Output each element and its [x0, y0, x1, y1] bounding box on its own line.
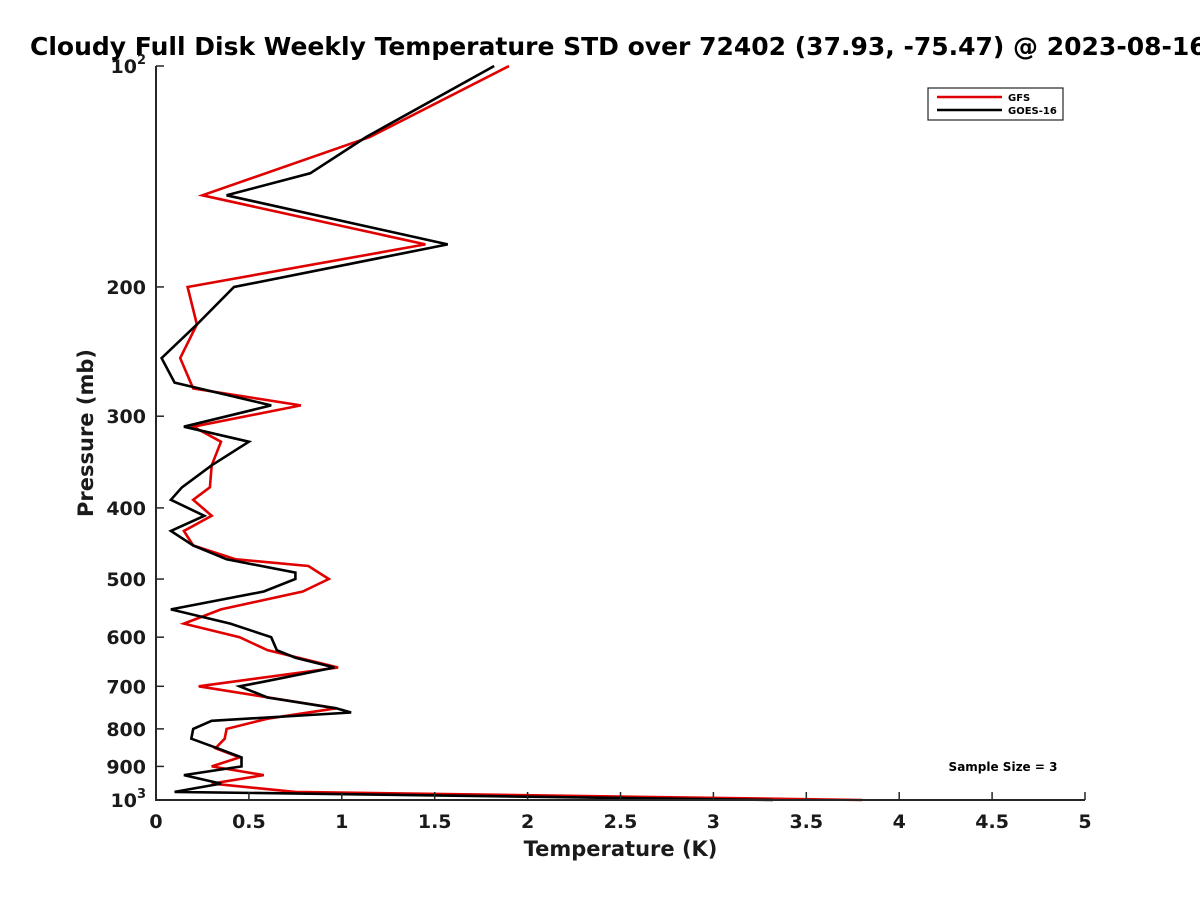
legend-label-gfs: GFS — [1008, 93, 1030, 104]
y-tick-label: 900 — [106, 756, 146, 778]
y-tick-label: 102 — [111, 53, 147, 78]
x-tick-label: 4 — [893, 811, 906, 833]
series-line-goes-16 — [159, 64, 773, 802]
x-axis-ticks: 0 0.5 1 1.5 2 2.5 3 3.5 4 4.5 5 — [149, 792, 1092, 833]
x-axis-label: Temperature (K) — [524, 837, 718, 861]
y-axis-label: Pressure (mb) — [74, 349, 98, 517]
sample-size-annotation: Sample Size = 3 — [949, 760, 1058, 774]
x-tick-label: 3.5 — [789, 811, 823, 833]
x-tick-label: 0.5 — [232, 811, 266, 833]
y-tick-label: 200 — [106, 277, 146, 299]
x-tick-label: 1 — [335, 811, 348, 833]
x-tick-label: 5 — [1078, 811, 1091, 833]
legend-box — [927, 87, 1064, 121]
x-tick-label: 0 — [149, 811, 162, 833]
axes-background — [156, 66, 1085, 799]
y-tick-label: 800 — [106, 719, 146, 741]
y-tick-label: 700 — [106, 676, 146, 698]
series-layer — [159, 64, 863, 802]
legend: GFS GOES-16 — [927, 87, 1064, 121]
x-tick-label: 2 — [521, 811, 534, 833]
y-tick-label: 400 — [106, 498, 146, 520]
series-line-gfs — [178, 64, 863, 802]
x-tick-label: 3 — [707, 811, 720, 833]
legend-label-goes16: GOES-16 — [1008, 106, 1057, 117]
x-tick-label: 4.5 — [975, 811, 1009, 833]
chart-title: Cloudy Full Disk Weekly Temperature STD … — [30, 32, 1200, 61]
y-tick-label: 600 — [106, 627, 146, 649]
y-tick-label: 103 — [111, 787, 147, 812]
plot-area — [155, 64, 1085, 802]
y-axis-ticks: 102 200 300 400 500 600 700 800 900 103 — [106, 53, 164, 812]
y-tick-label: 300 — [106, 406, 146, 428]
x-tick-label: 2.5 — [604, 811, 638, 833]
x-tick-label: 1.5 — [418, 811, 452, 833]
y-tick-label: 500 — [106, 569, 146, 591]
